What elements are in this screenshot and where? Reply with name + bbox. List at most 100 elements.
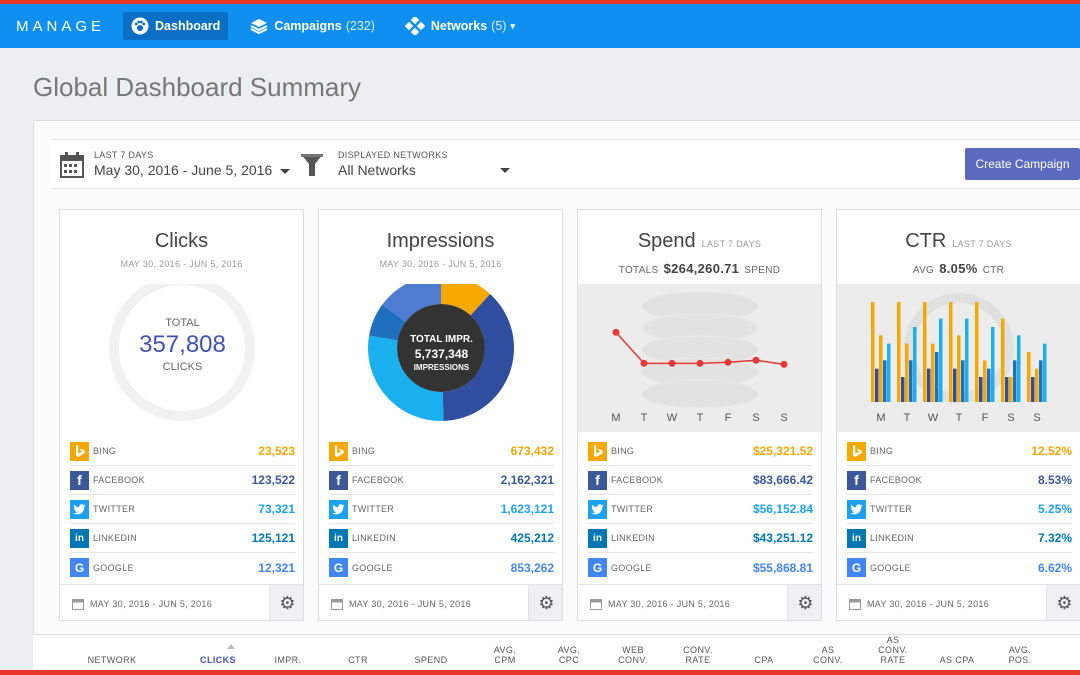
donut-slice-linkedin[interactable] — [369, 304, 406, 341]
ctr-bar[interactable] — [887, 343, 891, 402]
nav-dashboard[interactable]: Dashboard — [123, 12, 229, 40]
table-row[interactable]: f FACEBOOK 2,162,321 — [329, 466, 554, 495]
gear-icon[interactable]: ⚙ — [528, 585, 562, 620]
ctr-bar[interactable] — [1039, 360, 1043, 402]
ctr-bar[interactable] — [979, 377, 983, 402]
ctr-bar[interactable] — [1027, 352, 1031, 402]
donut-slice-bing[interactable] — [441, 275, 491, 316]
column-header[interactable]: AS CONV. — [813, 645, 843, 665]
card-title-text: Clicks — [154, 230, 209, 252]
spend-point[interactable] — [612, 328, 620, 336]
ctr-bar[interactable] — [871, 302, 875, 402]
table-row[interactable]: G GOOGLE 853,262 — [329, 553, 554, 582]
table-row[interactable]: BING $25,321.52 — [588, 437, 813, 466]
ctr-bar[interactable] — [961, 360, 965, 402]
column-header[interactable]: AVG. POS. — [1008, 645, 1032, 665]
ctr-bar[interactable] — [957, 335, 961, 402]
column-header[interactable]: CPA — [754, 655, 774, 665]
table-row[interactable]: in LINKEDIN $43,251.12 — [588, 524, 813, 553]
ctr-bar[interactable] — [953, 368, 957, 402]
ctr-bar[interactable] — [909, 360, 913, 402]
network-name: LINKEDIN — [352, 533, 396, 543]
table-row[interactable]: BING 23,523 — [70, 437, 295, 466]
ctr-bar[interactable] — [935, 352, 939, 402]
gear-icon[interactable]: ⚙ — [1046, 585, 1080, 620]
nav-campaigns[interactable]: Campaigns (232) — [242, 12, 383, 40]
ctr-bar[interactable] — [983, 360, 987, 402]
totals-value: $264,260.71 — [663, 261, 740, 276]
column-header[interactable]: AS CONV. RATE — [878, 635, 908, 665]
table-row[interactable]: in LINKEDIN 425,212 — [329, 524, 554, 553]
column-header[interactable]: CTR — [348, 655, 368, 665]
ctr-bar[interactable] — [897, 302, 901, 402]
ctr-bar[interactable] — [923, 302, 927, 402]
network-name: TWITTER — [870, 504, 913, 514]
network-name: FACEBOOK — [611, 475, 663, 485]
gear-icon[interactable]: ⚙ — [269, 585, 303, 620]
date-range-filter[interactable]: LAST 7 DAYS May 30, 2016 - June 5, 2016 — [60, 150, 291, 178]
column-header[interactable]: CLICKS — [200, 655, 236, 665]
table-row[interactable]: BING 673,432 — [329, 437, 554, 466]
ctr-bar[interactable] — [991, 327, 995, 402]
table-row[interactable]: G GOOGLE 6.62% — [847, 553, 1072, 582]
column-header[interactable]: AVG. CPC — [557, 645, 581, 665]
column-header[interactable]: NETWORK — [87, 655, 137, 665]
spend-point[interactable] — [640, 359, 648, 367]
ctr-bar[interactable] — [1001, 318, 1005, 402]
table-row[interactable]: TWITTER 1,623,121 — [329, 495, 554, 524]
ctr-bar[interactable] — [901, 377, 905, 402]
spend-point[interactable] — [696, 359, 704, 367]
column-header[interactable]: AVG. CPM — [493, 645, 517, 665]
column-header[interactable]: IMPR. — [274, 655, 302, 665]
ctr-bar[interactable] — [965, 318, 969, 402]
ctr-bar[interactable] — [975, 302, 979, 402]
x-tick-label: T — [956, 412, 963, 424]
column-header[interactable]: WEB CONV. — [618, 645, 648, 665]
ctr-bar[interactable] — [1031, 377, 1035, 402]
network-value: 5.25% — [1037, 502, 1072, 516]
ctr-bar[interactable] — [883, 360, 887, 402]
ctr-bar[interactable] — [1009, 377, 1013, 402]
donut-slice-facebook[interactable] — [442, 293, 514, 421]
networks-filter[interactable]: DISPLAYED NETWORKS All Networks — [300, 150, 510, 178]
card-footer: MAY 30, 2016 - JUN 5, 2016 ⚙ — [319, 584, 562, 620]
table-row[interactable]: TWITTER 5.25% — [847, 495, 1072, 524]
ctr-bar[interactable] — [1043, 343, 1047, 402]
spend-point[interactable] — [724, 358, 732, 366]
table-row[interactable]: G GOOGLE $55,868.81 — [588, 553, 813, 582]
spend-point[interactable] — [668, 359, 676, 367]
ctr-bar[interactable] — [1017, 335, 1021, 402]
table-row[interactable]: f FACEBOOK 8.53% — [847, 466, 1072, 495]
table-row[interactable]: G GOOGLE 12,321 — [70, 553, 295, 582]
gear-icon[interactable]: ⚙ — [787, 585, 821, 620]
spend-point[interactable] — [752, 356, 760, 364]
ctr-bar[interactable] — [1005, 377, 1009, 402]
table-row[interactable]: f FACEBOOK $83,666.42 — [588, 466, 813, 495]
ctr-bar[interactable] — [987, 368, 991, 402]
donut-slice-twitter[interactable] — [368, 335, 444, 421]
ctr-bar[interactable] — [1035, 368, 1039, 402]
table-row[interactable]: BING 12.52% — [847, 437, 1072, 466]
donut-slice-google[interactable] — [382, 275, 441, 322]
ctr-bar[interactable] — [939, 318, 943, 402]
table-row[interactable]: f FACEBOOK 123,522 — [70, 466, 295, 495]
table-row[interactable]: TWITTER $56,152.84 — [588, 495, 813, 524]
column-header[interactable]: SPEND — [414, 655, 448, 665]
ctr-bar[interactable] — [913, 327, 917, 402]
ctr-bar[interactable] — [949, 302, 953, 402]
ctr-bar[interactable] — [875, 368, 879, 402]
table-row[interactable]: in LINKEDIN 125,121 — [70, 524, 295, 553]
nav-networks[interactable]: Networks (5) ▾ — [397, 12, 523, 40]
ctr-bar[interactable] — [905, 343, 909, 402]
ctr-bar[interactable] — [927, 368, 931, 402]
column-header[interactable]: AS CPA — [939, 655, 975, 665]
ctr-bar[interactable] — [931, 343, 935, 402]
ctr-bar[interactable] — [1013, 360, 1017, 402]
spend-point[interactable] — [780, 360, 788, 368]
ctr-bar[interactable] — [879, 335, 883, 402]
table-row[interactable]: TWITTER 73,321 — [70, 495, 295, 524]
table-row[interactable]: in LINKEDIN 7.32% — [847, 524, 1072, 553]
create-campaign-button[interactable]: Create Campaign — [965, 148, 1080, 180]
chevron-down-icon: ▾ — [510, 20, 515, 31]
column-header[interactable]: CONV. RATE — [683, 645, 713, 665]
